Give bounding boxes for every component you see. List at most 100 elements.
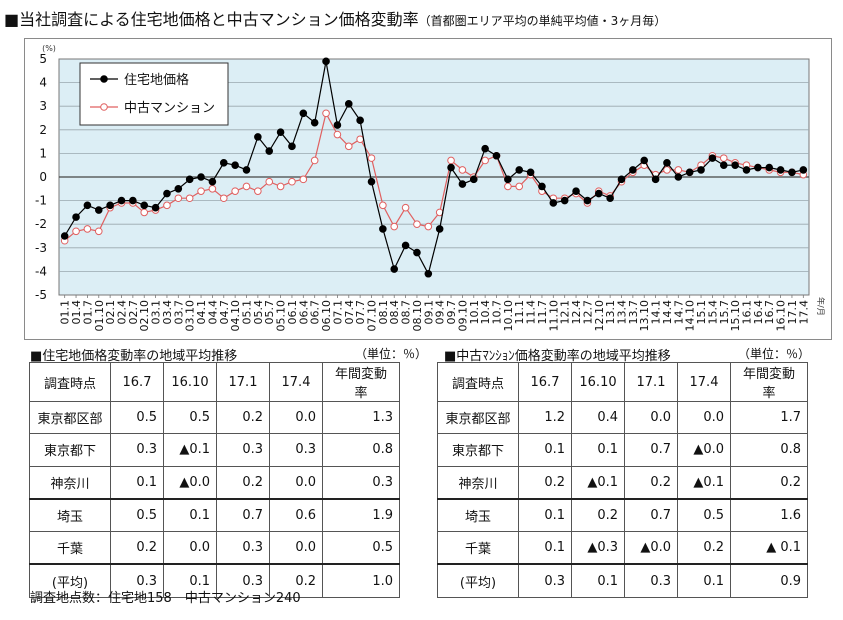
x-tick-label: 13.7 [627,300,640,325]
rate-value: 0.2 [677,531,731,565]
rate-value: 1.6 [730,497,808,533]
region-label: 埼玉 [437,497,519,533]
rate-value: 0.5 [677,497,731,533]
legend-label: 住宅地価格 [124,72,189,88]
x-tick-label: 11.10 [547,300,560,332]
x-tick-label: 11.7 [536,300,549,325]
rate-value: 0.2 [110,531,164,565]
x-tick-label: 15.7 [718,300,731,325]
x-tick-label: 13.1 [604,300,617,325]
condo-price-point [322,109,330,118]
land-price-point [367,177,376,186]
condo-price-point [299,175,308,184]
x-tick-label: 08.10 [411,300,424,332]
rate-value: 0.1 [163,563,217,598]
condo-price-point [72,227,80,236]
column-header: 16.7 [110,362,164,402]
condo-price-point [140,208,149,217]
land-price-point [674,173,683,181]
y-tick-label: 4 [39,76,47,90]
column-header: 16.10 [571,362,625,402]
land-price-point [390,265,399,273]
rate-value: 0.3 [216,433,270,467]
column-header: 17.4 [677,362,731,402]
condo-price-point [242,182,251,191]
x-tick-label: 06.4 [297,300,310,325]
condo-price-point [504,182,512,191]
rate-value: 0.0 [269,465,323,500]
land-price-point [94,206,103,214]
land-price-point [458,180,467,188]
land-price-point [344,100,353,108]
land-price-point [163,189,171,198]
condo-price-point [356,135,364,144]
condo-price-point [344,142,353,151]
land-price-point [333,121,342,129]
condo-price-point [163,201,171,210]
rate-value: 0.7 [624,433,678,467]
x-tick-label: 07.10 [366,300,379,332]
land-price-point [640,156,649,165]
land-price-point [219,159,228,167]
rate-value: 0.2 [730,465,808,500]
y-tick-label: 0 [39,170,47,184]
land-price-point [583,196,592,205]
rate-value: 0.2 [216,400,270,435]
land-price-point [231,161,239,169]
x-tick-label: 04.4 [206,300,219,325]
condo-price-point [231,187,239,195]
condo-price-point [481,156,489,165]
x-tick-label: 12.4 [570,300,583,325]
rate-value: 0.3 [269,433,323,467]
region-label: 東京都区部 [437,400,519,435]
rate-value: 1.2 [518,400,572,435]
rate-value: 0.0 [624,400,678,435]
land-table-title: ■住宅地価格変動率の地域平均推移 [30,349,238,364]
land-price-point [276,128,285,136]
rate-value: 0.5 [163,400,217,435]
table-header-row: 調査時点 16.7 16.10 17.1 17.4 年間変動率 [437,362,808,402]
land-price-point [526,168,535,177]
land-price-point [663,159,671,167]
condo-price-point [447,156,455,165]
x-tick-label: 16.1 [741,300,754,325]
rate-value: 0.2 [571,497,625,533]
condo-price-point [174,194,183,203]
x-tick-label: 16.4 [752,300,765,325]
land-price-point [106,201,114,210]
rate-value: 0.2 [518,465,572,500]
land-price-point [208,177,217,186]
condo-table-title: ■中古ﾏﾝｼｮﾝ価格変動率の地域平均推移 [444,349,671,364]
page-title-main: ■当社調査による住宅地価格と中古マンション価格変動率 [4,10,419,29]
land-price-point [117,196,126,205]
rate-value: 0.2 [624,465,678,500]
rate-value: 0.6 [269,497,323,533]
rate-value: ▲0.3 [571,531,625,565]
rate-value: 0.1 [677,563,731,598]
condo-price-point [219,194,228,203]
rate-value: 0.3 [322,465,400,500]
rate-value: 0.1 [571,433,625,467]
condo-price-table: 調査時点 16.7 16.10 17.1 17.4 年間変動率 東京都区部 1.2 0.4 0.0… [437,362,808,598]
land-price-point [356,116,364,125]
condo-price-point [288,177,296,186]
x-tick-label: 02.4 [116,300,129,325]
x-tick-label: 01.4 [70,300,83,325]
land-price-point [731,161,739,169]
land-price-point [197,173,205,181]
land-price-point [72,213,80,221]
x-tick-label: 15.4 [706,300,719,325]
x-tick-label: 07.1 [331,300,344,325]
y-tick-label: 1 [39,146,47,160]
table-row: 神奈川 0.1 ▲0.0 0.2 0.0 0.3 [29,465,400,500]
x-tick-label: 14.4 [661,300,674,325]
column-header: 年間変動率 [730,362,808,402]
land-price-point [606,194,614,203]
land-price-point [572,187,580,195]
land-price-point [504,175,512,184]
land-price-point [288,142,296,151]
land-price-point [697,166,705,174]
rate-value: 0.1 [163,497,217,533]
column-header: 調査時点 [437,362,519,402]
